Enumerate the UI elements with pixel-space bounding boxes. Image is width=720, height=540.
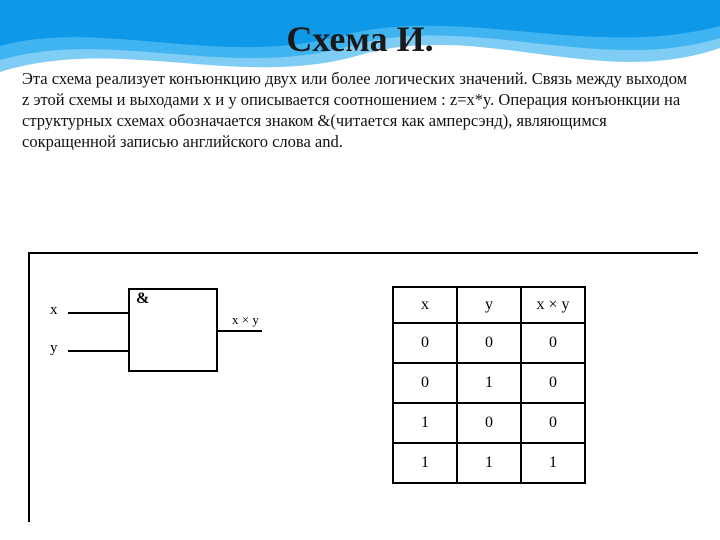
table-header-cell: y (457, 287, 521, 323)
table-row: 0 0 0 (393, 323, 585, 363)
table-cell: 1 (393, 403, 457, 443)
wire-output (218, 330, 262, 332)
table-cell: 0 (521, 403, 585, 443)
table-header-cell: x (393, 287, 457, 323)
truth-table: x y x × y 0 0 0 0 1 0 1 0 0 1 1 1 (392, 286, 586, 484)
label-output: x × y (232, 312, 259, 328)
table-row: 1 0 0 (393, 403, 585, 443)
table-cell: 0 (457, 403, 521, 443)
table-header-cell: x × y (521, 287, 585, 323)
label-input-y: y (50, 340, 58, 357)
table-cell: 0 (521, 323, 585, 363)
slide-content: Схема И. Эта схема реализует конъюнкцию … (0, 0, 720, 152)
label-input-x: x (50, 302, 58, 319)
table-cell: 1 (457, 363, 521, 403)
wire-input-x (68, 312, 128, 314)
table-cell: 1 (393, 443, 457, 483)
table-cell: 0 (393, 323, 457, 363)
table-cell: 1 (521, 443, 585, 483)
gate-symbol: & (136, 290, 149, 308)
logic-gate-diagram: & x y x × y (50, 288, 280, 398)
table-row: 1 1 1 (393, 443, 585, 483)
table-row: 0 1 0 (393, 363, 585, 403)
diagram-container: & x y x × y x y x × y 0 0 0 0 1 0 1 0 0 … (28, 252, 698, 522)
table-header-row: x y x × y (393, 287, 585, 323)
wire-input-y (68, 350, 128, 352)
table-cell: 0 (393, 363, 457, 403)
slide-title: Схема И. (22, 18, 698, 60)
slide-body: Эта схема реализует конъюнкцию двух или … (22, 68, 698, 152)
table-cell: 0 (457, 323, 521, 363)
table-cell: 1 (457, 443, 521, 483)
table-cell: 0 (521, 363, 585, 403)
